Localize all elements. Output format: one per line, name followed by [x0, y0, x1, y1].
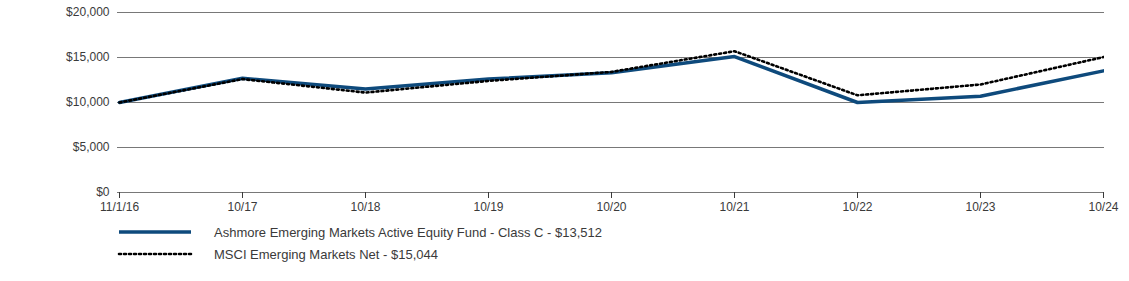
svg-text:10/22: 10/22	[842, 200, 872, 214]
svg-text:$0: $0	[96, 185, 110, 199]
svg-text:$5,000: $5,000	[73, 140, 110, 154]
svg-text:$20,000: $20,000	[66, 5, 110, 19]
svg-text:10/17: 10/17	[227, 200, 257, 214]
svg-text:$10,000: $10,000	[66, 95, 110, 109]
svg-text:10/24: 10/24	[1088, 200, 1118, 214]
html-text:Ashmore Emerging Markets Activ: Ashmore Emerging Markets Active Equity F…	[214, 224, 602, 240]
svg-text:10/18: 10/18	[350, 200, 380, 214]
svg-text:10/20: 10/20	[596, 200, 626, 214]
svg-text:10/21: 10/21	[719, 200, 749, 214]
svg-text:11/1/16: 11/1/16	[100, 200, 139, 214]
svg-text:$15,000: $15,000	[66, 50, 110, 64]
svg-text:10/23: 10/23	[965, 200, 995, 214]
html-text:MSCI Emerging Markets Net - $1: MSCI Emerging Markets Net - $15,044	[214, 246, 438, 262]
svg-text:10/19: 10/19	[473, 200, 503, 214]
